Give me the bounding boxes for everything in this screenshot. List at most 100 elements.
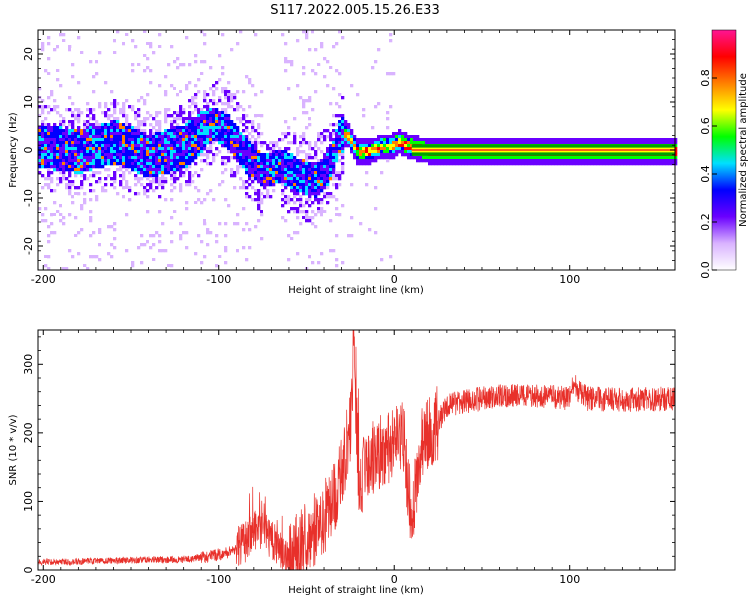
heatmap-cell (470, 138, 474, 142)
heatmap-cell (350, 84, 354, 88)
heatmap-cell (179, 117, 183, 121)
heatmap-cell (275, 150, 279, 154)
heatmap-cell (62, 129, 66, 133)
heatmap-cell (308, 189, 312, 193)
heatmap-cell (245, 180, 249, 184)
heatmap-cell (83, 147, 87, 151)
heatmap-cell (80, 186, 84, 190)
heatmap-cell (311, 117, 315, 121)
heatmap-cell (242, 123, 246, 127)
heatmap-cell (164, 144, 168, 148)
ridge-band (411, 149, 675, 151)
heatmap-cell (143, 45, 147, 49)
heatmap-cell (44, 165, 48, 169)
heatmap-cell (149, 81, 153, 85)
heatmap-cell (125, 135, 129, 139)
heatmap-cell (128, 198, 132, 202)
heatmap-cell (278, 168, 282, 172)
heatmap-cell (116, 30, 120, 34)
heatmap-cell (50, 132, 54, 136)
heatmap-cell (368, 138, 372, 142)
heatmap-cell (305, 141, 309, 145)
heatmap-cell (323, 192, 327, 196)
heatmap-cell (107, 144, 111, 148)
heatmap-cell (290, 63, 294, 67)
heatmap-cell (332, 249, 336, 253)
heatmap-cell (635, 159, 639, 163)
heatmap-cell (56, 45, 60, 49)
heatmap-cell (353, 141, 357, 145)
heatmap-cell (275, 162, 279, 166)
heatmap-cell (77, 162, 81, 166)
heatmap-cell (206, 135, 210, 139)
heatmap-cell (230, 168, 234, 172)
heatmap-cell (158, 75, 162, 79)
heatmap-cell (260, 201, 264, 205)
heatmap-cell (236, 129, 240, 133)
heatmap-cell (62, 156, 66, 160)
heatmap-cell (95, 138, 99, 142)
heatmap-cell (77, 135, 81, 139)
heatmap-cell (65, 132, 69, 136)
heatmap-cell (98, 105, 102, 109)
heatmap-cell (308, 147, 312, 151)
heatmap-cell (236, 159, 240, 163)
heatmap-cell (260, 156, 264, 160)
snr-y-axis-label: SNR (10 * v/v) (8, 414, 19, 485)
heatmap-cell (566, 162, 570, 166)
heatmap-cell (71, 153, 75, 157)
heatmap-cell (251, 141, 255, 145)
heatmap-cell (137, 126, 141, 130)
heatmap-cell (182, 147, 186, 151)
heatmap-cell (158, 156, 162, 160)
heatmap-cell (257, 153, 261, 157)
heatmap-cell (71, 75, 75, 79)
heatmap-cell (200, 201, 204, 205)
heatmap-cell (263, 195, 267, 199)
heatmap-cell (179, 63, 183, 67)
heatmap-cell (344, 126, 348, 130)
heatmap-cell (68, 174, 72, 178)
heatmap-cell (245, 126, 249, 130)
heatmap-cell (74, 186, 78, 190)
heatmap-cell (113, 174, 117, 178)
heatmap-cell (206, 105, 210, 109)
heatmap-cell (317, 234, 321, 238)
heatmap-cell (539, 156, 543, 160)
heatmap-cell (620, 156, 624, 160)
heatmap-cell (80, 111, 84, 115)
heatmap-cell (134, 129, 138, 133)
heatmap-cell (236, 246, 240, 250)
heatmap-cell (266, 153, 270, 157)
heatmap-cell (56, 183, 60, 187)
heatmap-cell (464, 138, 468, 142)
heatmap-cell (356, 147, 360, 151)
heatmap-cell (428, 156, 432, 160)
heatmap-cell (404, 141, 408, 145)
heatmap-cell (320, 201, 324, 205)
heatmap-cell (332, 123, 336, 127)
heatmap-cell (194, 108, 198, 112)
heatmap-cell (206, 78, 210, 82)
heatmap-cell (125, 36, 129, 40)
heatmap-cell (149, 114, 153, 118)
heatmap-cell (149, 183, 153, 187)
heatmap-cell (227, 147, 231, 151)
heatmap-cell (170, 150, 174, 154)
heatmap-cell (224, 135, 228, 139)
heatmap-cell (158, 111, 162, 115)
heatmap-cell (146, 189, 150, 193)
heatmap-cell (155, 171, 159, 175)
heatmap-cell (344, 120, 348, 124)
heatmap-cell (317, 147, 321, 151)
heatmap-cell (287, 168, 291, 172)
heatmap-cell (83, 138, 87, 142)
heatmap-cell (188, 180, 192, 184)
heatmap-cell (245, 144, 249, 148)
heatmap-cell (473, 141, 477, 145)
heatmap-cell (545, 141, 549, 145)
heatmap-cell (377, 147, 381, 151)
heatmap-cell (182, 156, 186, 160)
heatmap-cell (176, 150, 180, 154)
heatmap-cell (401, 147, 405, 151)
